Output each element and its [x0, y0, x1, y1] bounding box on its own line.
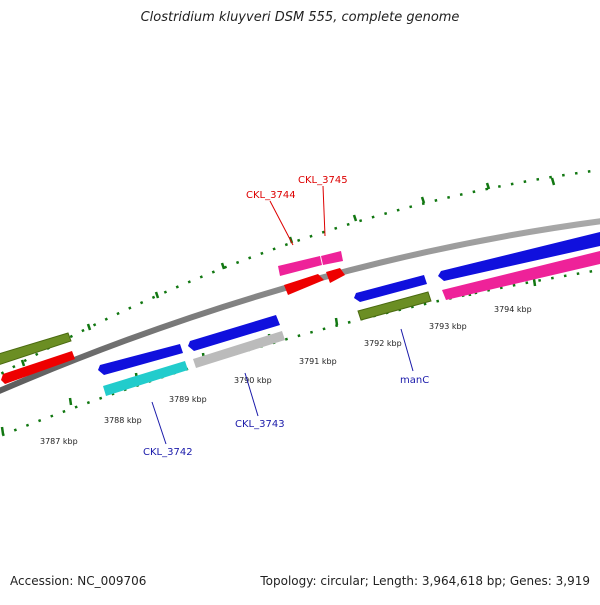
reverse-genes — [1, 251, 600, 396]
gene-label-ckl3745[interactable]: CKL_3745 — [298, 175, 348, 186]
gene-blue-ckl3743[interactable] — [188, 315, 280, 351]
gene-label-manc[interactable]: manC — [400, 375, 429, 386]
leader-manc — [400, 328, 414, 372]
gene-manc[interactable] — [357, 291, 432, 321]
gene-blue-mid[interactable] — [354, 275, 427, 302]
outer-major-tick — [86, 323, 92, 331]
gene-green-left[interactable] — [0, 332, 72, 365]
outer-major-ticks — [20, 177, 556, 367]
gene-label-ckl3742[interactable]: CKL_3742 — [143, 447, 193, 458]
gene-gray[interactable] — [193, 331, 285, 368]
inner-major-tick — [532, 278, 537, 287]
inner-major-tick — [0, 426, 5, 435]
map-title: Clostridium kluyveri DSM 555, complete g… — [140, 10, 460, 25]
leader-ckl3744 — [269, 200, 294, 246]
tick-label: 3792 kbp — [364, 339, 402, 348]
outer-major-tick — [220, 262, 226, 270]
outer-major-tick — [20, 359, 26, 367]
genome-stats-label: Topology: circular; Length: 3,964,618 bp… — [260, 574, 590, 588]
outer-major-tick — [485, 182, 491, 190]
leader-ckl3742 — [151, 401, 167, 445]
outer-major-tick — [154, 291, 160, 299]
tick-label: 3790 kbp — [234, 376, 272, 385]
inner-major-tick — [334, 317, 339, 326]
leader-ckl3745 — [322, 185, 326, 237]
outer-major-tick — [550, 177, 556, 186]
tick-label: 3789 kbp — [169, 395, 207, 404]
tick-label: 3791 kbp — [299, 357, 337, 366]
gene-label-ckl3744[interactable]: CKL_3744 — [246, 190, 296, 201]
gene-red-mid[interactable] — [284, 274, 324, 295]
forward-genes — [0, 232, 600, 375]
gene-magenta-right[interactable] — [442, 251, 600, 300]
gene-red-left[interactable] — [1, 351, 75, 384]
kbp-labels: 3787 kbp 3788 kbp 3789 kbp 3790 kbp 3791… — [40, 305, 532, 446]
leader-ckl3743 — [244, 372, 259, 417]
tick-label: 3793 kbp — [429, 322, 467, 331]
gene-blue[interactable] — [98, 344, 183, 375]
gene-blue-right[interactable] — [438, 232, 600, 281]
gene-ckl3745[interactable] — [321, 251, 343, 265]
tick-label: 3794 kbp — [494, 305, 532, 314]
gene-ckl3744[interactable] — [278, 256, 322, 276]
outer-major-tick — [420, 196, 426, 204]
outer-major-tick — [352, 214, 358, 222]
gene-label-ckl3743[interactable]: CKL_3743 — [235, 419, 285, 430]
tick-label: 3787 kbp — [40, 437, 78, 446]
gene-ckl3742[interactable] — [103, 361, 188, 396]
gene-labels: CKL_3744 CKL_3745 CKL_3742 CKL_3743 manC — [143, 175, 429, 458]
accession-label: Accession: NC_009706 — [10, 574, 147, 588]
outer-tick-track — [0, 168, 600, 376]
gene-label-leaders — [151, 185, 414, 445]
inner-major-tick — [68, 397, 73, 406]
tick-label: 3788 kbp — [104, 416, 142, 425]
gene-red-small[interactable] — [326, 268, 345, 283]
